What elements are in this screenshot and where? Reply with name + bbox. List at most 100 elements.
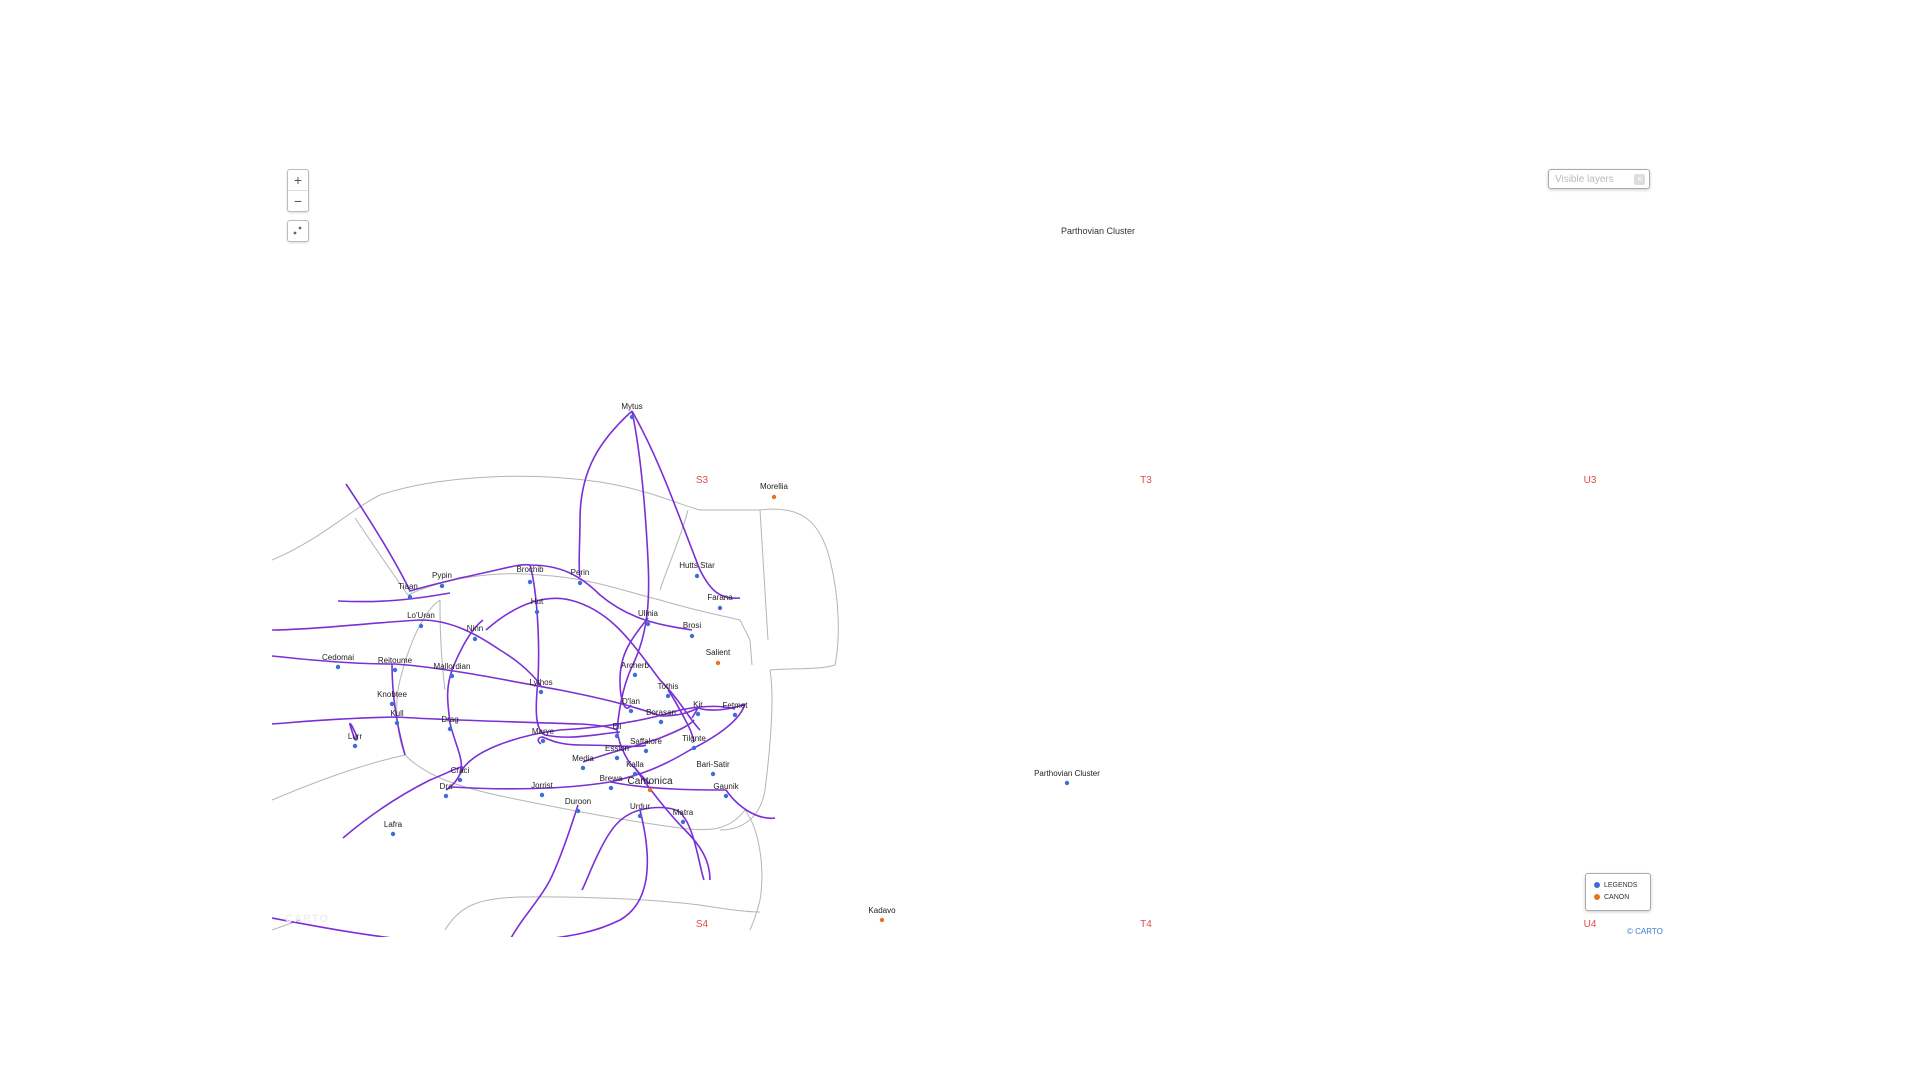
hyperlane-route[interactable] [581,809,641,891]
grid-label: T4 [1140,919,1152,930]
hyperlane-route[interactable] [540,809,649,937]
system-marker[interactable] [449,673,455,679]
system-marker[interactable] [665,693,671,699]
hyperlane-route[interactable] [510,804,579,937]
system-marker[interactable] [628,708,634,714]
system-marker[interactable] [538,689,544,695]
system-label: Kalla [626,760,644,769]
hyperlane-route[interactable] [537,736,647,748]
hyperlane-route[interactable] [610,781,776,819]
hyperlane-route[interactable] [272,917,410,937]
system-marker[interactable] [418,623,424,629]
hyperlane-route[interactable] [631,410,741,599]
system-marker[interactable] [407,594,413,600]
system-marker[interactable] [389,701,395,707]
system-marker[interactable] [632,771,638,777]
hyperlane-route[interactable] [272,619,542,687]
system-marker[interactable] [645,621,651,627]
system-marker[interactable] [614,755,620,761]
system-marker[interactable] [647,787,653,793]
hyperlane-route[interactable] [337,592,451,603]
system-marker[interactable] [534,609,540,615]
system-marker[interactable] [680,819,686,825]
system-marker[interactable] [575,808,581,814]
galaxy-map[interactable]: Mytus Morellia Hutts Star Brochib Perin Pypin… [272,165,1664,937]
system-marker[interactable] [717,605,723,611]
hyperlane-route[interactable] [485,597,701,731]
system-marker[interactable] [637,813,643,819]
system-marker[interactable] [1064,780,1070,786]
system-marker[interactable] [879,917,885,923]
system-marker[interactable] [540,738,546,744]
sector-border-line [659,509,689,591]
hyperlane-route[interactable] [616,729,651,785]
legend-item-canon[interactable]: CANON [1594,892,1650,904]
hyperlane-route[interactable] [272,716,618,731]
map-canvas[interactable]: Mytus Morellia Hutts Star Brochib Perin Pypin… [272,165,1664,937]
system-label: Brewa [600,774,623,783]
clear-icon[interactable]: × [1634,174,1645,185]
hyperlane-route[interactable] [391,663,406,756]
hyperlane-route[interactable] [349,722,359,741]
hyperlane-route[interactable] [639,806,705,881]
system-marker[interactable] [335,664,341,670]
zoom-out-button[interactable]: − [288,190,308,211]
system-label: Marye [532,727,555,736]
system-marker[interactable] [715,660,721,666]
hyperlane-route[interactable] [619,617,649,709]
system-marker[interactable] [390,831,396,837]
system-marker[interactable] [394,720,400,726]
zoom-control: + − [287,169,309,212]
system-marker[interactable] [629,414,635,420]
hyperlane-route[interactable] [345,483,693,631]
hyperlane-route[interactable] [459,705,736,775]
zoom-in-button[interactable]: + [293,172,303,188]
sector-border-line [396,599,441,756]
locate-button[interactable] [287,220,309,242]
system-label: Knobtee [377,690,407,699]
system-marker[interactable] [643,748,649,754]
system-label: Craci [451,766,470,775]
system-marker[interactable] [457,777,463,783]
system-marker[interactable] [695,711,701,717]
system-marker[interactable] [447,726,453,732]
system-marker[interactable] [658,719,664,725]
system-marker[interactable] [577,580,583,586]
system-label: Fetmet [723,701,749,710]
hyperlane-route[interactable] [342,766,464,839]
system-marker[interactable] [710,771,716,777]
hyperlane-route[interactable] [691,707,699,719]
system-label: Lo'Uran [407,611,435,620]
system-marker[interactable] [771,494,777,500]
system-marker[interactable] [472,636,478,642]
system-marker[interactable] [632,672,638,678]
visible-layers-select[interactable]: Visible layers × [1548,169,1650,189]
system-label: Dra [440,782,453,791]
system-label: Archerb [621,661,650,670]
system-marker[interactable] [689,633,695,639]
system-label: Ninn [467,624,483,633]
system-marker[interactable] [614,733,620,739]
system-marker[interactable] [580,765,586,771]
system-marker[interactable] [539,792,545,798]
system-marker[interactable] [691,745,697,751]
system-label: D'lan [622,697,640,706]
system-marker[interactable] [608,785,614,791]
sector-border-line [744,809,763,931]
legends-dot-icon [1594,882,1600,889]
hyperlane-route[interactable] [445,619,484,791]
legend-item-legends[interactable]: LEGENDS [1594,880,1650,892]
system-marker[interactable] [694,573,700,579]
hyperlane-route[interactable] [529,564,621,738]
system-marker[interactable] [723,793,729,799]
attribution-link[interactable]: © CARTO [1627,927,1663,936]
system-marker[interactable] [527,579,533,585]
system-marker[interactable] [392,667,398,673]
system-marker[interactable] [732,712,738,718]
system-marker[interactable] [443,793,449,799]
hyperlane-route[interactable] [667,689,695,743]
hyperlane-route[interactable] [578,410,633,578]
system-marker[interactable] [439,583,445,589]
system-marker[interactable] [352,743,358,749]
hyperlane-route[interactable] [616,410,650,731]
